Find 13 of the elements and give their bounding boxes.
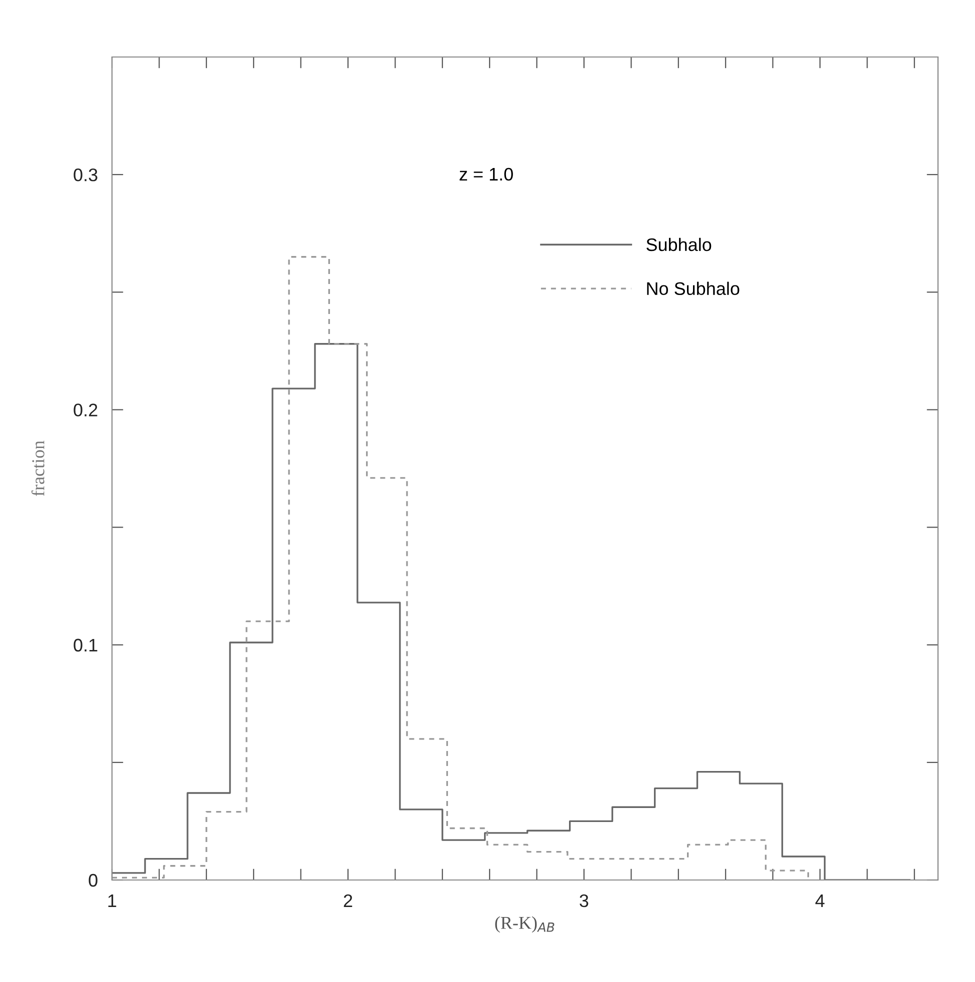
- x-tick-label: 4: [815, 894, 824, 907]
- y-tick-label: 0.1: [74, 638, 98, 652]
- x-tick-label: 2: [344, 894, 352, 907]
- y-tick-label: 0: [88, 874, 98, 887]
- y-tick-label: 0.3: [74, 168, 98, 182]
- y-tick-label: 0.2: [74, 404, 98, 416]
- annotation: z = 1.0: [460, 168, 513, 181]
- legend-label: No Subhalo: [647, 282, 740, 296]
- y-axis-title: fraction: [31, 440, 44, 496]
- x-tick-label: 1: [108, 894, 116, 907]
- legend-label: Subhalo: [646, 238, 712, 252]
- x-axis-title: (R-K)$_{AB}$: [495, 916, 554, 933]
- x-tick-label: 3: [580, 894, 588, 908]
